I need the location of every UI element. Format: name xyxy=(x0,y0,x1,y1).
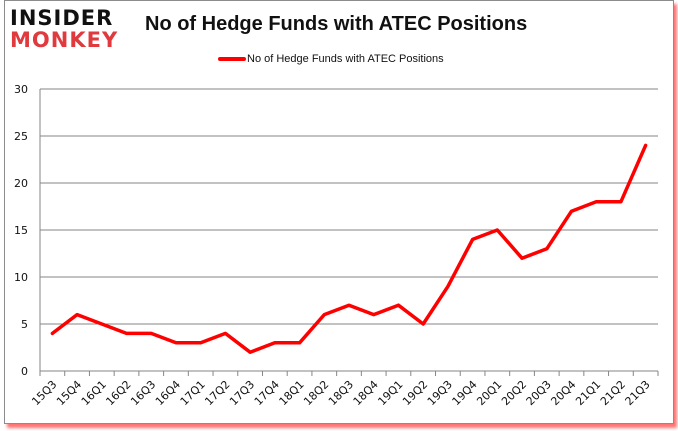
legend-label: No of Hedge Funds with ATEC Positions xyxy=(247,53,444,65)
x-tick-label: 19Q2 xyxy=(400,378,430,408)
y-tick-label: 30 xyxy=(14,83,28,96)
chart-legend: No of Hedge Funds with ATEC Positions xyxy=(218,53,444,65)
x-tick-label: 17Q2 xyxy=(202,378,232,408)
x-tick-label: 15Q3 xyxy=(29,378,59,408)
x-tick-label: 20Q2 xyxy=(499,378,529,408)
y-tick-label: 0 xyxy=(21,365,28,378)
x-tick-label: 16Q3 xyxy=(128,378,158,408)
x-tick-label: 19Q4 xyxy=(450,378,480,408)
x-tick-label: 18Q2 xyxy=(301,378,331,408)
y-tick-label: 20 xyxy=(14,177,28,190)
insider-monkey-logo: INSIDER MONKEY xyxy=(10,8,118,51)
x-tick-label: 17Q1 xyxy=(178,378,208,408)
x-tick-label: 21Q3 xyxy=(623,378,653,408)
x-tick-label: 18Q4 xyxy=(351,378,381,408)
x-tick-label: 18Q3 xyxy=(326,378,356,408)
x-tick-label: 16Q4 xyxy=(153,378,183,408)
x-tick-label: 20Q3 xyxy=(524,378,554,408)
x-tick-label: 16Q1 xyxy=(79,378,109,408)
x-tick-label: 21Q1 xyxy=(573,378,603,408)
x-tick-label: 17Q3 xyxy=(227,378,257,408)
x-tick-label: 17Q4 xyxy=(252,378,282,408)
x-tick-label: 20Q1 xyxy=(474,378,504,408)
legend-line-swatch-icon xyxy=(218,57,246,61)
x-tick-label: 21Q2 xyxy=(598,378,628,408)
x-tick-label: 15Q4 xyxy=(54,378,84,408)
y-tick-label: 25 xyxy=(14,130,28,143)
logo-line-2: MONKEY xyxy=(10,28,119,52)
x-tick-label: 18Q1 xyxy=(277,378,307,408)
y-tick-label: 15 xyxy=(14,224,28,237)
y-tick-label: 10 xyxy=(14,271,28,284)
y-tick-label: 5 xyxy=(21,318,28,331)
x-tick-label: 19Q1 xyxy=(375,378,405,408)
logo-line-1: INSIDER xyxy=(10,6,114,30)
x-tick-label: 16Q2 xyxy=(103,378,133,408)
chart-frame xyxy=(4,0,674,424)
chart-title: No of Hedge Funds with ATEC Positions xyxy=(145,13,528,35)
series-line xyxy=(50,143,648,354)
x-tick-label: 20Q4 xyxy=(548,378,578,408)
x-tick-label: 19Q3 xyxy=(425,378,455,408)
